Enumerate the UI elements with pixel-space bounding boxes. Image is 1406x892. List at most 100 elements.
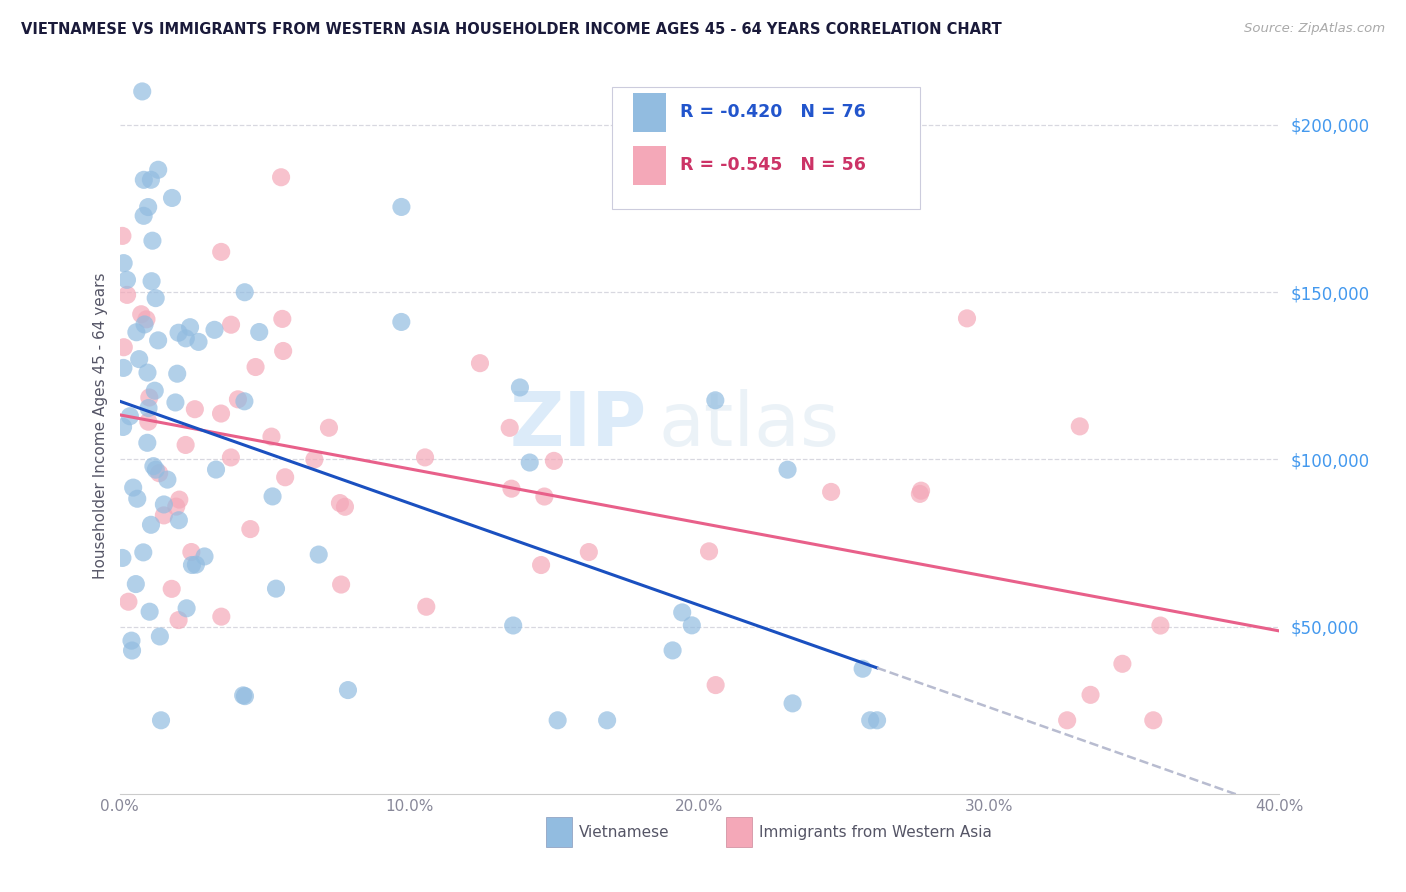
Immigrants from Western Asia — [1080, 688, 1102, 702]
Vietnamese — [247, 325, 270, 339]
Vietnamese — [776, 463, 799, 477]
Vietnamese — [596, 714, 619, 728]
Vietnamese — [153, 498, 176, 512]
Vietnamese — [859, 714, 882, 728]
Immigrants from Western Asia — [704, 678, 727, 692]
Immigrants from Western Asia — [820, 484, 842, 499]
Vietnamese — [112, 256, 135, 270]
Immigrants from Western Asia — [578, 545, 600, 559]
Immigrants from Western Asia — [180, 545, 202, 559]
Vietnamese — [160, 191, 183, 205]
Vietnamese — [127, 491, 149, 506]
Immigrants from Western Asia — [530, 558, 553, 572]
Immigrants from Western Asia — [908, 487, 931, 501]
Vietnamese — [502, 618, 524, 632]
Text: R = -0.545   N = 56: R = -0.545 N = 56 — [679, 156, 866, 174]
Bar — [633, 94, 666, 131]
Vietnamese — [112, 420, 135, 434]
Immigrants from Western Asia — [174, 438, 197, 452]
Text: Source: ZipAtlas.com: Source: ZipAtlas.com — [1244, 22, 1385, 36]
Vietnamese — [174, 331, 197, 345]
Immigrants from Western Asia — [129, 307, 152, 321]
Immigrants from Western Asia — [415, 599, 437, 614]
Immigrants from Western Asia — [209, 244, 232, 259]
Text: Vietnamese: Vietnamese — [579, 824, 669, 839]
Immigrants from Western Asia — [136, 415, 159, 429]
Vietnamese — [852, 662, 875, 676]
Immigrants from Western Asia — [153, 508, 176, 523]
Immigrants from Western Asia — [209, 407, 232, 421]
Immigrants from Western Asia — [1149, 618, 1171, 632]
Immigrants from Western Asia — [1142, 714, 1164, 728]
Immigrants from Western Asia — [333, 500, 356, 514]
Immigrants from Western Asia — [956, 311, 979, 326]
Immigrants from Western Asia — [112, 340, 135, 354]
Immigrants from Western Asia — [533, 490, 555, 504]
Vietnamese — [547, 714, 569, 728]
Vietnamese — [167, 326, 190, 340]
Vietnamese — [149, 630, 172, 644]
Vietnamese — [264, 582, 287, 596]
Vietnamese — [184, 558, 207, 572]
Immigrants from Western Asia — [260, 429, 283, 443]
Vietnamese — [139, 517, 162, 532]
Vietnamese — [193, 549, 215, 564]
Vietnamese — [136, 200, 159, 214]
Vietnamese — [156, 473, 179, 487]
Immigrants from Western Asia — [501, 482, 523, 496]
Vietnamese — [704, 393, 727, 408]
Immigrants from Western Asia — [160, 582, 183, 596]
Text: atlas: atlas — [659, 390, 839, 462]
Immigrants from Western Asia — [1111, 657, 1133, 671]
Vietnamese — [122, 481, 145, 495]
Vietnamese — [139, 173, 162, 187]
Vietnamese — [121, 633, 143, 648]
Vietnamese — [308, 548, 330, 562]
Vietnamese — [681, 618, 703, 632]
Immigrants from Western Asia — [413, 450, 436, 465]
Vietnamese — [148, 162, 170, 177]
Immigrants from Western Asia — [226, 392, 249, 407]
Vietnamese — [232, 689, 254, 703]
Vietnamese — [233, 394, 256, 409]
Text: R = -0.420   N = 76: R = -0.420 N = 76 — [679, 103, 866, 120]
Vietnamese — [145, 463, 167, 477]
Vietnamese — [145, 291, 167, 305]
Vietnamese — [782, 697, 804, 711]
Vietnamese — [134, 318, 156, 332]
Text: ZIP: ZIP — [510, 390, 647, 462]
Vietnamese — [509, 380, 531, 394]
Immigrants from Western Asia — [165, 500, 187, 514]
Vietnamese — [132, 173, 155, 187]
Immigrants from Western Asia — [135, 312, 157, 326]
Vietnamese — [866, 714, 889, 728]
Vietnamese — [167, 513, 190, 527]
Immigrants from Western Asia — [219, 450, 242, 465]
Vietnamese — [138, 605, 160, 619]
Vietnamese — [115, 273, 138, 287]
Vietnamese — [128, 352, 150, 367]
Immigrants from Western Asia — [1056, 714, 1078, 728]
Immigrants from Western Asia — [209, 609, 232, 624]
Immigrants from Western Asia — [167, 613, 190, 627]
Immigrants from Western Asia — [111, 228, 134, 243]
Vietnamese — [143, 384, 166, 398]
Vietnamese — [166, 367, 188, 381]
Immigrants from Western Asia — [271, 343, 294, 358]
Vietnamese — [121, 643, 143, 657]
Vietnamese — [150, 714, 173, 728]
Vietnamese — [661, 643, 683, 657]
Vietnamese — [165, 395, 187, 409]
Immigrants from Western Asia — [274, 470, 297, 484]
Text: Immigrants from Western Asia: Immigrants from Western Asia — [759, 824, 991, 839]
Immigrants from Western Asia — [138, 391, 160, 405]
Vietnamese — [233, 285, 256, 300]
Vietnamese — [132, 209, 155, 223]
Vietnamese — [179, 320, 201, 334]
Bar — [725, 817, 752, 847]
Immigrants from Western Asia — [1069, 419, 1091, 434]
Vietnamese — [176, 601, 198, 615]
Vietnamese — [391, 200, 413, 214]
Immigrants from Western Asia — [115, 288, 138, 302]
Vietnamese — [187, 334, 209, 349]
